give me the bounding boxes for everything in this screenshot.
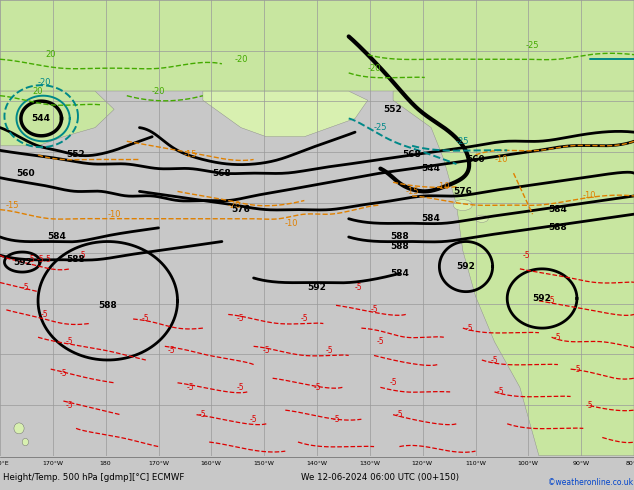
Polygon shape (203, 91, 368, 137)
Text: -5: -5 (28, 255, 36, 264)
Text: 560: 560 (16, 169, 35, 178)
Text: 100°W: 100°W (518, 461, 538, 466)
Text: -5: -5 (377, 337, 384, 346)
Text: 170°W: 170°W (148, 461, 169, 466)
Text: -5: -5 (41, 310, 48, 319)
Text: 552: 552 (384, 105, 403, 114)
Text: 588: 588 (98, 301, 117, 310)
Text: -5: -5 (522, 251, 530, 260)
Text: 588: 588 (390, 232, 409, 242)
Text: 568: 568 (212, 169, 231, 178)
Text: -5: -5 (354, 283, 362, 292)
Text: -5: -5 (167, 346, 175, 355)
Text: ©weatheronline.co.uk: ©weatheronline.co.uk (548, 478, 633, 487)
Text: -20: -20 (152, 87, 165, 96)
Text: 592: 592 (456, 262, 476, 271)
Text: 588: 588 (67, 255, 86, 264)
Text: We 12-06-2024 06:00 UTC (00+150): We 12-06-2024 06:00 UTC (00+150) (301, 473, 460, 483)
Text: -25: -25 (456, 137, 470, 146)
Text: -5: -5 (586, 401, 593, 410)
Text: -5: -5 (573, 365, 581, 373)
Bar (0, 0, 634, 91)
Text: 160°W: 160°W (201, 461, 221, 466)
Text: -5: -5 (497, 388, 505, 396)
Text: 80°W: 80°W (626, 461, 634, 466)
Text: -10: -10 (494, 155, 508, 164)
Text: 584: 584 (48, 232, 67, 242)
Text: 120°W: 120°W (411, 461, 433, 466)
Text: -5: -5 (389, 378, 397, 387)
Text: 560: 560 (466, 155, 485, 164)
Text: 140°W: 140°W (306, 461, 328, 466)
Text: -5: -5 (370, 305, 378, 315)
Text: 588: 588 (390, 242, 409, 250)
Text: -10: -10 (107, 210, 121, 219)
Ellipse shape (453, 199, 472, 211)
Text: -10: -10 (583, 192, 597, 200)
Text: -5: -5 (465, 323, 473, 333)
Text: 584: 584 (548, 205, 567, 214)
Text: -5: -5 (142, 315, 150, 323)
Text: -15: -15 (6, 200, 20, 210)
Text: -15: -15 (183, 150, 197, 159)
Text: 544: 544 (422, 164, 441, 173)
Text: -5: -5 (332, 415, 340, 424)
Text: 568: 568 (403, 150, 422, 159)
Text: 180: 180 (100, 461, 111, 466)
Text: 576: 576 (231, 205, 250, 214)
Text: 592: 592 (13, 258, 32, 267)
Text: -20: -20 (228, 200, 242, 210)
Text: -5: -5 (66, 337, 74, 346)
Text: -5: -5 (60, 369, 67, 378)
Text: 20: 20 (33, 87, 43, 96)
Text: -5: -5 (66, 401, 74, 410)
Text: 20: 20 (46, 50, 56, 59)
Text: -5: -5 (301, 315, 308, 323)
Ellipse shape (14, 423, 24, 434)
Text: 576: 576 (453, 187, 472, 196)
Text: -15: -15 (405, 187, 419, 196)
Text: -5: -5 (491, 356, 498, 365)
Text: -20: -20 (367, 64, 381, 73)
Text: -5: -5 (237, 315, 245, 323)
Text: 552: 552 (67, 150, 86, 159)
Text: 544: 544 (32, 114, 51, 123)
Text: -5: -5 (554, 333, 562, 342)
Text: -20: -20 (37, 77, 51, 87)
Text: -5: -5 (396, 410, 403, 419)
Text: 584: 584 (422, 214, 441, 223)
Text: 170°W: 170°W (42, 461, 63, 466)
Text: -10: -10 (285, 219, 299, 228)
Text: 90°W: 90°W (572, 461, 590, 466)
Text: -10: -10 (437, 182, 451, 191)
Text: -5: -5 (186, 383, 194, 392)
Text: -25: -25 (526, 41, 540, 50)
Text: -5.5: -5.5 (37, 255, 52, 264)
Text: -20: -20 (234, 55, 248, 64)
Text: -5: -5 (237, 383, 245, 392)
Text: 592: 592 (307, 283, 327, 292)
Text: -5: -5 (79, 251, 86, 260)
Text: -5: -5 (326, 346, 333, 355)
Text: 588: 588 (548, 223, 567, 232)
Text: Height/Temp. 500 hPa [gdmp][°C] ECMWF: Height/Temp. 500 hPa [gdmp][°C] ECMWF (3, 473, 184, 483)
Text: -5: -5 (199, 410, 207, 419)
Text: -5: -5 (313, 383, 321, 392)
Ellipse shape (476, 215, 488, 222)
Text: 150°W: 150°W (254, 461, 274, 466)
Text: -25: -25 (373, 123, 387, 132)
Polygon shape (0, 91, 114, 146)
Ellipse shape (22, 439, 29, 446)
Text: -5: -5 (22, 283, 29, 292)
Text: 130°W: 130°W (359, 461, 380, 466)
Text: 584: 584 (390, 269, 409, 278)
Text: -5: -5 (262, 346, 270, 355)
Text: 592: 592 (533, 294, 552, 303)
Text: -5: -5 (250, 415, 257, 424)
Text: 160°E: 160°E (0, 461, 10, 466)
Text: 110°W: 110°W (465, 461, 486, 466)
Text: -5: -5 (548, 296, 555, 305)
Polygon shape (393, 91, 634, 456)
